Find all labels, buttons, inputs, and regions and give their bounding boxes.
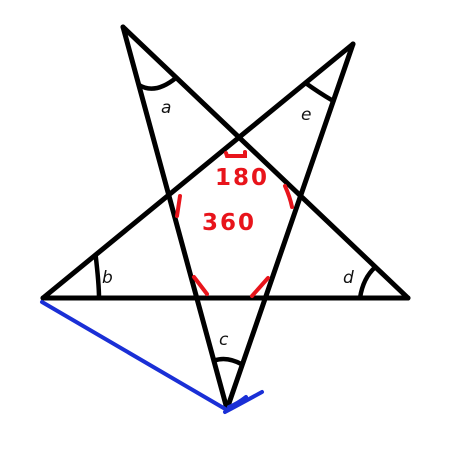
annotation-middle-value: 360 bbox=[202, 210, 256, 236]
angle-arc-a bbox=[136, 75, 179, 91]
blue-tick bbox=[223, 390, 264, 414]
pentagon-angle-marks bbox=[175, 150, 294, 298]
star-edges bbox=[40, 24, 411, 412]
edge-top-left-to-bottom bbox=[120, 24, 230, 412]
blue-extension bbox=[40, 300, 264, 414]
angle-arcs bbox=[93, 75, 378, 367]
angle-label-b: b bbox=[102, 268, 113, 288]
red-mark-bottom-left bbox=[192, 275, 209, 296]
angle-label-a: a bbox=[161, 98, 171, 118]
red-mark-top bbox=[224, 150, 247, 158]
edge-bottom-to-top-right bbox=[224, 41, 356, 412]
angle-arc-d bbox=[357, 264, 378, 301]
angle-arc-e bbox=[303, 80, 336, 104]
edge-right-to-top-left bbox=[120, 24, 411, 301]
red-mark-right bbox=[283, 184, 294, 209]
angle-label-c: c bbox=[219, 330, 229, 350]
red-mark-bottom-right bbox=[250, 276, 270, 298]
angle-arc-b bbox=[93, 252, 102, 301]
red-mark-left bbox=[175, 194, 182, 218]
annotation-top-value: 180 bbox=[215, 165, 269, 191]
angle-arc-c bbox=[211, 356, 245, 367]
blue-line bbox=[40, 300, 229, 412]
blue-tick-2 bbox=[227, 395, 248, 409]
angle-label-d: d bbox=[343, 268, 354, 288]
angle-label-e: e bbox=[301, 105, 311, 125]
